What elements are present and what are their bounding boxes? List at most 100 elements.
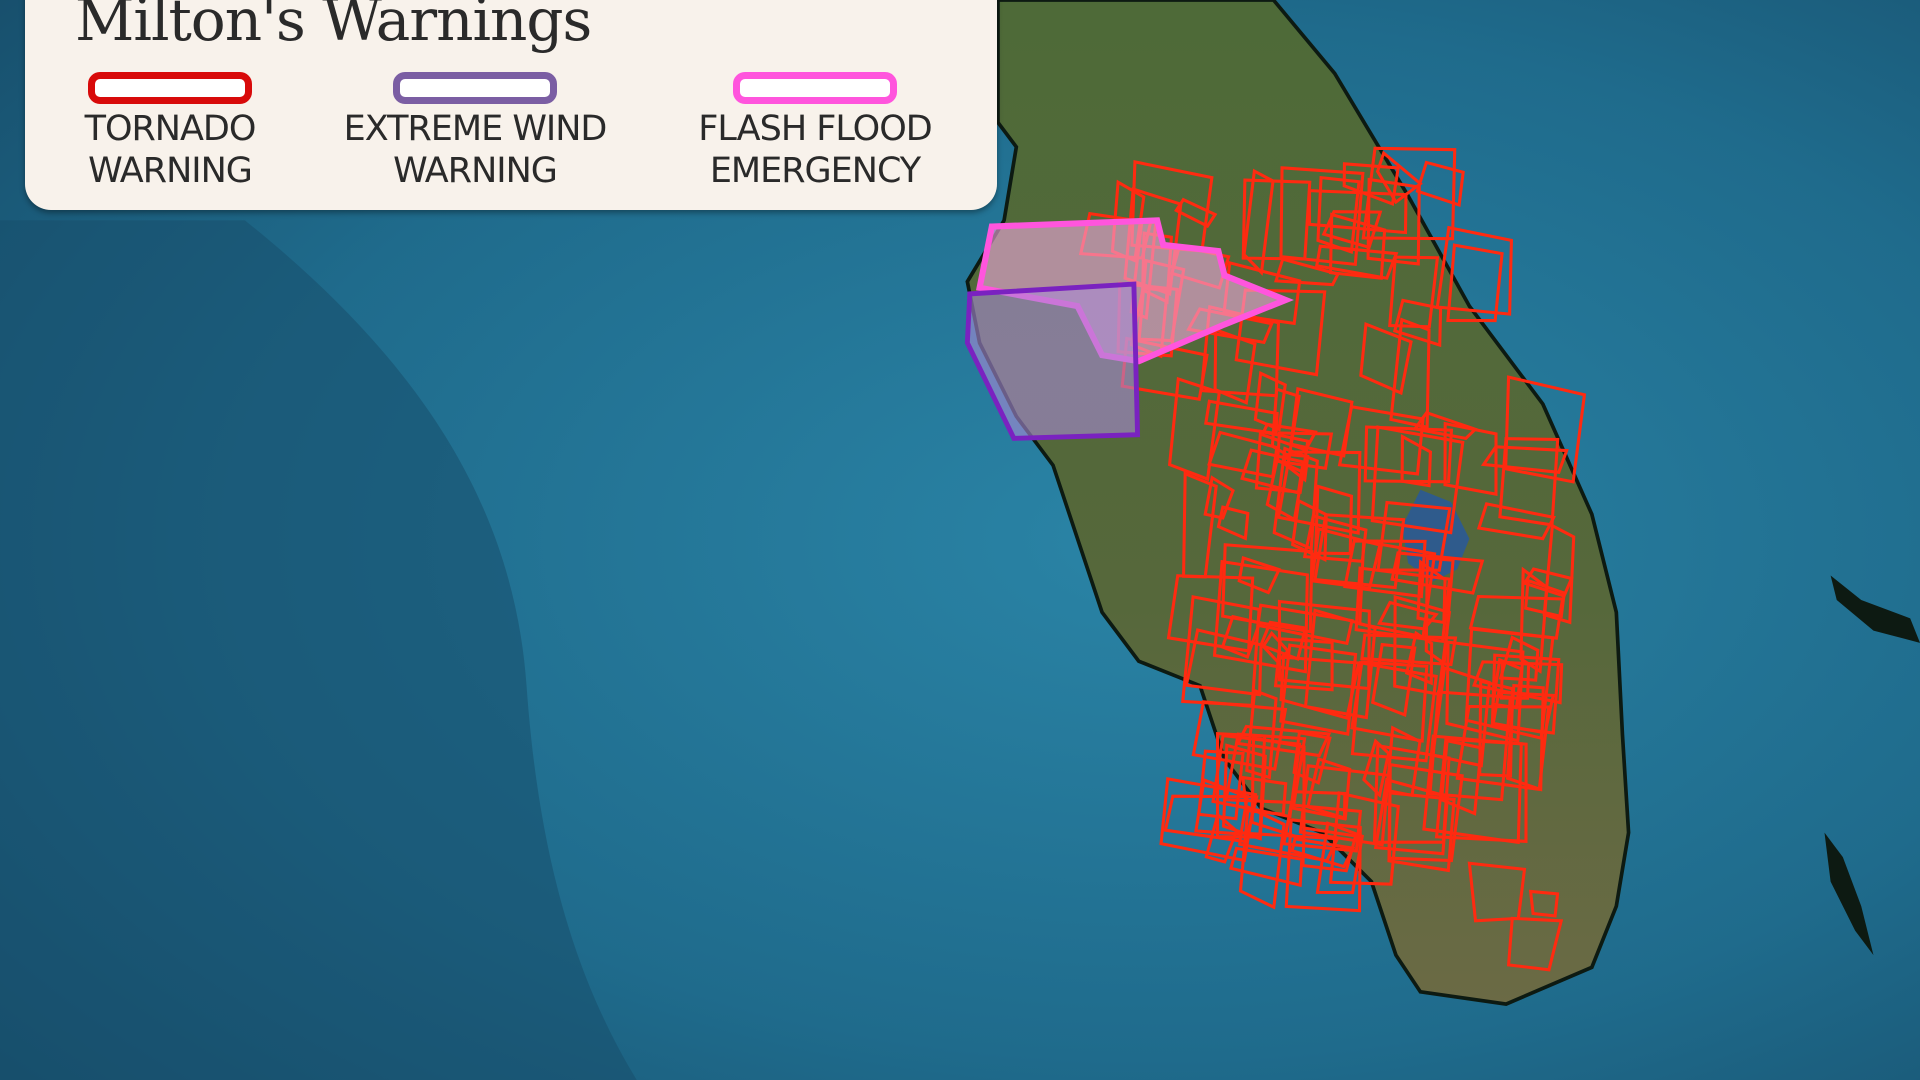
tornado-warning-polygon (1279, 166, 1365, 267)
tornado-warning-polygon (1277, 599, 1371, 691)
tornado-warning-polygon (1328, 791, 1400, 886)
legend-label: WARNING (393, 151, 558, 191)
tornado-warning-polygon (1542, 523, 1576, 625)
tornado-warning-polygon (1221, 543, 1314, 634)
tornado-warning-polygon (1238, 804, 1286, 910)
tornado-warning-polygon (1385, 725, 1422, 798)
tornado-warning-polygon (1376, 500, 1452, 572)
tornado-warning-polygon (1505, 683, 1545, 792)
tornado-warning-polygon (1388, 255, 1440, 329)
tornado-warning-polygon (1362, 738, 1391, 799)
legend-item-extreme-wind: EXTREME WIND WARNING (295, 72, 655, 192)
tornado-warning-polygon (1174, 197, 1218, 229)
tornado-warning-polygon (1464, 627, 1555, 741)
extreme-wind-warning-polygon (964, 281, 1141, 441)
legend-label: FLASH FLOOD (698, 109, 932, 149)
tornado-warning-polygon (1167, 376, 1221, 482)
tornado-warning-polygon (1523, 578, 1566, 619)
tornado-warning-polygon (1370, 642, 1417, 718)
tornado-warning-polygon (1366, 177, 1421, 266)
tornado-warning-polygon (1490, 653, 1561, 735)
flash-flood-swatch (733, 72, 897, 104)
tornado-warning-polygon (1301, 826, 1358, 873)
tornado-warning-polygon (1234, 288, 1327, 377)
tornado-warning-polygon (1237, 555, 1282, 595)
tornado-warning-polygon (1273, 637, 1334, 692)
tornado-warning-polygon (1439, 738, 1483, 816)
tornado-swatch (88, 72, 252, 104)
tornado-warning-polygon (1240, 448, 1305, 495)
tornado-warning-polygon (1241, 178, 1312, 261)
tornado-warning-polygon (1258, 620, 1308, 661)
legend-panel: Milton's Warnings TORNADO WARNING EXTREM… (25, 0, 997, 210)
tornado-warning-polygon (1245, 688, 1278, 780)
legend-item-flash-flood: FLASH FLOOD EMERGENCY (645, 72, 985, 192)
tornado-warning-polygon (1416, 559, 1447, 625)
tornado-warning-polygon (1522, 567, 1574, 598)
tornado-warning-polygon (1472, 660, 1564, 705)
tornado-warning-polygon (1314, 244, 1399, 280)
tornado-warning-polygon (1211, 733, 1302, 819)
tornado-warning-polygon (1468, 594, 1565, 640)
legend-label: TORNADO (84, 109, 257, 149)
tornado-warning-polygon (1261, 630, 1291, 664)
tornado-warning-polygon (1480, 445, 1569, 474)
tornado-warning-polygon (1443, 421, 1498, 496)
tornado-warning-polygon (1224, 732, 1307, 805)
tornado-warning-polygon (1256, 603, 1354, 646)
tornado-warning-polygon (1387, 762, 1464, 863)
tornado-warning-polygon (1221, 743, 1267, 841)
extreme-wind-swatch (393, 72, 557, 104)
tornado-warning-polygon (1303, 608, 1377, 720)
tornado-warning-polygon (1203, 475, 1235, 520)
tornado-warning-polygon (1435, 225, 1513, 316)
tornado-warning-polygon (1276, 450, 1362, 535)
tornado-warning-polygon (1445, 640, 1525, 743)
tornado-warning-polygon (1307, 189, 1408, 235)
legend-label: EMERGENCY (709, 151, 921, 191)
legend-item-tornado: TORNADO WARNING (45, 72, 295, 192)
tornado-warning-polygon (1446, 243, 1504, 323)
tornado-warning-polygon (1197, 749, 1245, 821)
tornado-warning-polygon (1412, 410, 1479, 441)
tornado-warning-polygon (1350, 660, 1438, 763)
tornado-warning-polygon (1528, 889, 1560, 918)
tornado-warning-polygon (1184, 628, 1263, 697)
tornado-warning-polygon (1290, 837, 1356, 869)
tornado-warning-polygon (1310, 526, 1382, 590)
tornado-warning-polygon (1375, 150, 1423, 205)
shelf (0, 220, 637, 1080)
tornado-warning-polygon (1313, 484, 1354, 556)
tornado-warning-polygon (1212, 559, 1309, 674)
tornado-warning-polygon (1506, 916, 1564, 972)
tornado-warning-polygon (1270, 387, 1301, 459)
tornado-warning-polygon (1204, 812, 1239, 864)
legend-label: WARNING (88, 151, 253, 191)
tornado-warning-polygon (1241, 775, 1288, 816)
tornado-warning-polygon (1393, 594, 1452, 697)
tornado-warning-polygon (1274, 257, 1341, 287)
tornado-warning-polygon (1315, 821, 1365, 895)
tornado-warning-polygon (1292, 730, 1332, 785)
tornado-warning-polygon (1316, 175, 1361, 255)
tornado-warning-polygon (1476, 502, 1556, 541)
tornado-warning-polygon (1370, 425, 1465, 535)
tornado-warning-polygon (1272, 446, 1319, 551)
tornado-warning-polygon (1415, 160, 1465, 208)
tornado-warning-polygon (1191, 700, 1288, 771)
tornado-warning-polygon (1216, 505, 1250, 541)
tornado-warning-polygon (1428, 690, 1513, 802)
tornado-warning-polygon (1361, 146, 1457, 241)
tornado-warning-polygon (1392, 298, 1443, 348)
tornado-warning-polygon (1359, 322, 1413, 396)
tornado-warning-polygon (1242, 168, 1275, 276)
tornado-warning-polygon (1519, 566, 1549, 674)
map-title: Milton's Warnings (75, 0, 592, 54)
tornado-warning-polygon (1337, 405, 1425, 476)
tornado-warning-polygon (1279, 643, 1358, 736)
tornado-warning-polygon (1181, 595, 1261, 708)
tornado-warning-polygon (1204, 399, 1279, 436)
tornado-warning-polygon (1360, 633, 1458, 667)
legend-label: EXTREME WIND (343, 109, 608, 149)
tornado-warning-polygon (1290, 498, 1328, 562)
